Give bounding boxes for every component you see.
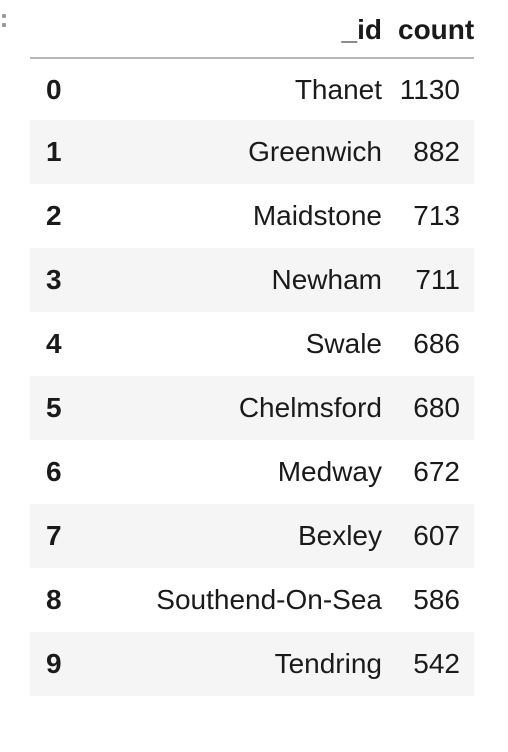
row-index: 4 <box>46 328 62 359</box>
count-cell: 607 <box>413 520 460 551</box>
id-cell: Thanet <box>294 73 382 105</box>
table-row: 7 Bexley 607 <box>30 504 474 568</box>
table-row: 9 Tendring 542 <box>30 632 474 696</box>
count-cell: 686 <box>413 328 460 359</box>
count-cell: 882 <box>413 136 460 167</box>
id-cell: Southend-On-Sea <box>156 584 382 615</box>
id-cell: Chelmsford <box>238 392 382 423</box>
row-index: 0 <box>46 73 62 105</box>
count-cell: 713 <box>413 200 460 231</box>
table-row: 1 Greenwich 882 <box>30 120 474 184</box>
count-cell: 680 <box>413 392 460 423</box>
table-row: 0 Thanet 1130 <box>30 58 474 120</box>
table-row: 6 Medway 672 <box>30 440 474 504</box>
table-row: 4 Swale 686 <box>30 312 474 376</box>
id-cell: Swale <box>305 328 382 359</box>
id-cell: Tendring <box>274 648 382 679</box>
count-column-header: count <box>398 13 475 45</box>
table-header-row: _id count <box>30 0 474 58</box>
row-index: 1 <box>46 136 62 167</box>
table-row: 3 Newham 711 <box>30 248 474 312</box>
index-column-header <box>30 0 82 58</box>
row-index: 8 <box>46 584 62 615</box>
count-cell: 711 <box>415 264 460 295</box>
id-cell: Newham <box>271 264 382 295</box>
dataframe-table: _id count 0 Thanet 1130 1 Greenwich 882 … <box>30 0 474 696</box>
count-cell: 586 <box>413 584 460 615</box>
count-cell: 672 <box>413 456 460 487</box>
row-index: 3 <box>46 264 62 295</box>
id-cell: Bexley <box>297 520 382 551</box>
row-index: 7 <box>46 520 62 551</box>
row-index: 6 <box>46 456 62 487</box>
row-index: 2 <box>46 200 62 231</box>
row-index: 5 <box>46 392 62 423</box>
id-cell: Medway <box>277 456 382 487</box>
id-cell: Maidstone <box>252 200 382 231</box>
row-index: 9 <box>46 648 62 679</box>
id-column-header: _id <box>341 13 382 45</box>
id-cell: Greenwich <box>248 136 382 167</box>
table-row: 2 Maidstone 713 <box>30 184 474 248</box>
table-row: 8 Southend-On-Sea 586 <box>30 568 474 632</box>
count-cell: 1130 <box>399 73 460 105</box>
count-cell: 542 <box>413 648 460 679</box>
table-row: 5 Chelmsford 680 <box>30 376 474 440</box>
cell-drag-handle-icon[interactable] <box>2 14 8 34</box>
